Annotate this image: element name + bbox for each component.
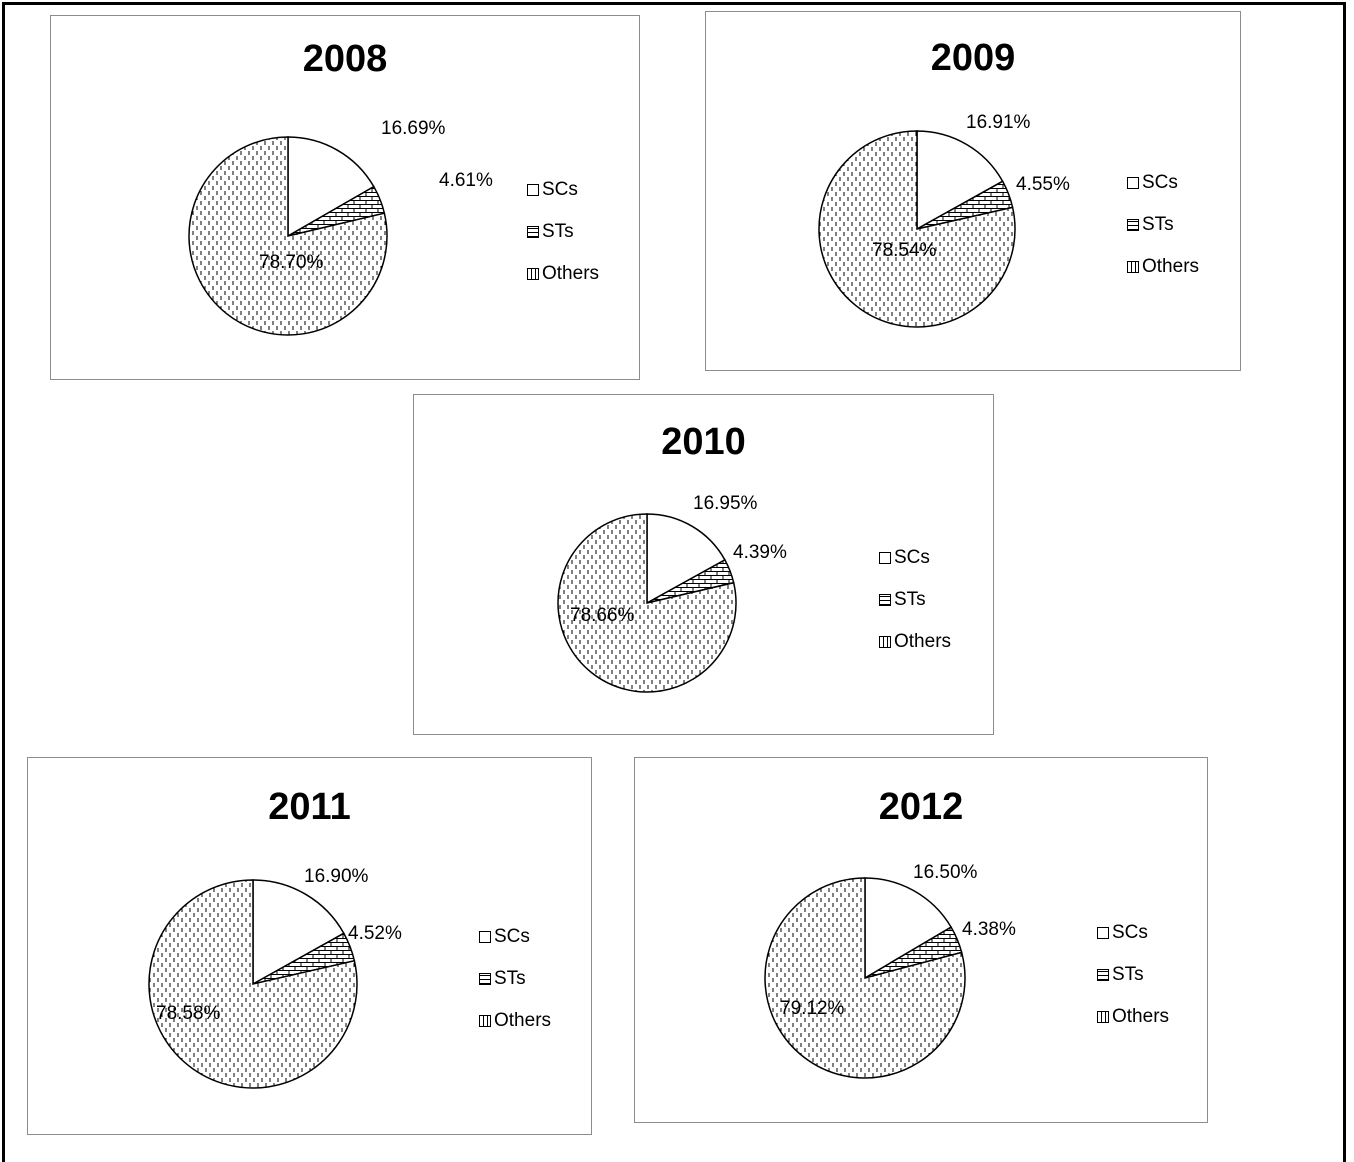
legend-swatch-scs xyxy=(479,931,491,943)
legend-item-scs: SCs xyxy=(527,179,599,201)
legend-item-scs: SCs xyxy=(479,926,551,948)
chart-panel-2012: 2012 16.50% 4.38% 79.12% SCs STs Others xyxy=(634,757,1208,1123)
legend-label: STs xyxy=(894,589,926,610)
legend-swatch-sts xyxy=(1127,219,1139,231)
legend-item-scs: SCs xyxy=(1127,172,1199,194)
chart-title: 2008 xyxy=(302,38,388,80)
legend: SCs STs Others xyxy=(527,179,599,305)
pie-slice-others xyxy=(764,877,966,1079)
legend-label: SCs xyxy=(1142,172,1178,193)
data-label: 78.58% xyxy=(156,1003,221,1024)
pie-slice-scs xyxy=(864,877,953,980)
legend-item-sts: STs xyxy=(479,968,551,990)
legend-label: STs xyxy=(1112,964,1144,985)
data-label: 4.55% xyxy=(1016,174,1070,195)
pie-chart-2009: 16.91% 4.55% 78.54% xyxy=(818,112,1070,328)
legend-item-others: Others xyxy=(1097,1006,1169,1028)
legend-label: SCs xyxy=(494,926,530,947)
legend: SCs STs Others xyxy=(479,926,551,1052)
data-label: 78.54% xyxy=(872,240,937,261)
chart-panel-2011: 2011 16.90% 4.52% 78.58% SCs STs Others xyxy=(27,757,592,1135)
data-label: 16.90% xyxy=(304,866,369,887)
legend-swatch-sts xyxy=(1097,969,1109,981)
legend: SCs STs Others xyxy=(1097,922,1169,1048)
data-label: 4.39% xyxy=(733,542,787,563)
pie-chart-2011: 16.90% 4.52% 78.58% xyxy=(148,866,402,1089)
legend-label: Others xyxy=(1112,1006,1170,1027)
legend-item-others: Others xyxy=(527,263,599,285)
legend-swatch-others xyxy=(879,636,891,648)
chart-panel-2009: 2009 16.91% 4.55% 78.54% SCs STs Others xyxy=(705,11,1241,371)
legend-swatch-scs xyxy=(1097,927,1109,939)
legend-label: SCs xyxy=(542,179,578,200)
pie-chart-2008: 16.69% 4.61% 78.70% xyxy=(188,118,493,336)
legend-swatch-sts xyxy=(527,226,539,238)
data-label: 16.91% xyxy=(966,112,1031,133)
legend-label: STs xyxy=(1142,214,1174,235)
legend-item-scs: SCs xyxy=(879,547,951,569)
legend-item-others: Others xyxy=(879,631,951,653)
legend-swatch-others xyxy=(1097,1011,1109,1023)
legend-item-others: Others xyxy=(1127,256,1199,278)
pie-slice-scs xyxy=(252,879,345,986)
chart-panel-2008: 2008 16.69% 4.61% 78.70% SCs STs Others xyxy=(50,15,640,380)
chart-title: 2011 xyxy=(268,786,351,828)
data-label: 4.38% xyxy=(962,919,1016,940)
legend-label: Others xyxy=(494,1010,552,1031)
legend-label: Others xyxy=(894,631,952,652)
legend-item-sts: STs xyxy=(1097,964,1169,986)
legend-label: STs xyxy=(542,221,574,242)
legend-label: STs xyxy=(494,968,526,989)
legend: SCs STs Others xyxy=(1127,172,1199,298)
legend-swatch-scs xyxy=(1127,177,1139,189)
data-label: 16.69% xyxy=(381,118,446,139)
legend-swatch-sts xyxy=(879,594,891,606)
pie-slice-others xyxy=(557,513,737,693)
legend-swatch-others xyxy=(527,268,539,280)
data-label: 79.12% xyxy=(780,998,845,1019)
pie-slice-scs xyxy=(916,130,1004,231)
chart-title: 2009 xyxy=(930,37,1016,79)
legend-item-sts: STs xyxy=(879,589,951,611)
legend-item-sts: STs xyxy=(1127,214,1199,236)
data-label: 78.66% xyxy=(570,605,635,626)
pie-slice-others xyxy=(148,879,358,1089)
chart-title: 2012 xyxy=(878,786,964,828)
pie-slice-others xyxy=(188,136,388,336)
data-label: 4.61% xyxy=(439,170,493,191)
legend-item-sts: STs xyxy=(527,221,599,243)
legend-label: Others xyxy=(1142,256,1200,277)
data-label: 16.95% xyxy=(693,493,758,514)
data-label: 16.50% xyxy=(913,862,978,883)
data-label: 4.52% xyxy=(348,923,402,944)
legend-item-scs: SCs xyxy=(1097,922,1169,944)
legend-item-others: Others xyxy=(479,1010,551,1032)
pie-slice-scs xyxy=(287,136,375,238)
chart-panel-2010: 2010 16.95% 4.39% 78.66% SCs STs Others xyxy=(413,394,994,735)
legend-swatch-others xyxy=(479,1015,491,1027)
pie-slice-scs xyxy=(646,513,726,605)
legend-swatch-scs xyxy=(879,552,891,564)
legend-swatch-scs xyxy=(527,184,539,196)
data-label: 78.70% xyxy=(259,252,324,273)
pie-chart-2010: 16.95% 4.39% 78.66% xyxy=(557,493,787,693)
legend-swatch-others xyxy=(1127,261,1139,273)
legend-label: Others xyxy=(542,263,600,284)
pie-slice-others xyxy=(818,130,1016,328)
pie-chart-2012: 16.50% 4.38% 79.12% xyxy=(764,862,1016,1079)
legend-swatch-sts xyxy=(479,973,491,985)
legend-label: SCs xyxy=(1112,922,1148,943)
legend-label: SCs xyxy=(894,547,930,568)
chart-title: 2010 xyxy=(661,421,746,463)
legend: SCs STs Others xyxy=(879,547,951,673)
